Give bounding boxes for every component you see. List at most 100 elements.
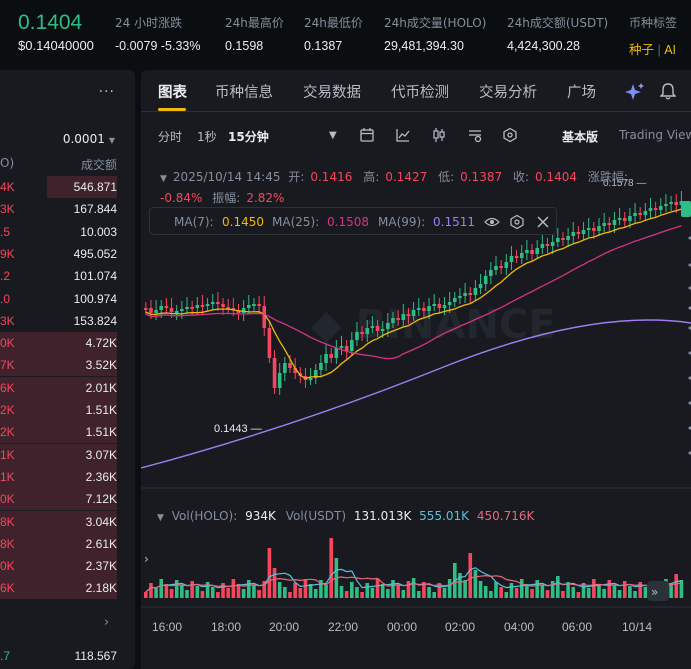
indicator-icon[interactable] [395,127,411,143]
orderbook-row[interactable]: 0K 7.12K [0,488,135,511]
candle-body [375,326,380,331]
precision-select[interactable]: 0.0001 ▼ [63,132,115,146]
orderbook-row[interactable]: 7K 3.52K [0,354,135,377]
tradingview-button[interactable]: Trading View [619,128,691,142]
volume-bar [422,582,426,598]
orderbook-row[interactable]: 3K 153.824 [0,310,135,332]
stat-volume-holo-label: 24h成交量(HOLO) [384,16,487,30]
tab-trade-data[interactable]: 交易数据 [303,85,361,101]
candle-body [272,358,277,388]
vol-ma5-value: 555.01K [419,509,470,523]
orderbook-row[interactable]: 8K 3.04K [0,510,135,533]
x-tick-label: 22:00 [328,620,359,634]
ohlc-caret-icon[interactable]: ▼ [160,174,167,184]
orderbook-row[interactable]: 2K 1.51K [0,421,135,444]
ohlc-low-label: 低: [438,170,455,184]
tab-token-check[interactable]: 代币检测 [391,85,449,101]
candle-body [283,363,287,373]
ma25-line [145,225,682,360]
candle-body [416,308,421,310]
orderbook-row[interactable]: 3K 167.844 [0,198,135,220]
orderbook-row[interactable]: 6K 2.18K [0,577,135,600]
orderbook-row[interactable]: .5 10.003 [0,221,135,243]
vol-usdt-value: 131.013K [353,509,412,523]
price-axis-tick [688,401,691,405]
chevron-right-icon[interactable]: › [104,615,110,630]
orderbook-row[interactable]: 4K 546.871 [0,176,135,198]
settings-sliders-icon[interactable] [467,127,483,143]
candle-body [556,238,560,242]
tab-square[interactable]: 广场 [567,85,596,101]
orderbook-total: 3.07K [85,447,117,462]
orderbook-amount: 8K [0,536,15,551]
hexagon-settings-icon[interactable] [502,127,518,143]
volume-bar [262,581,267,598]
orderbook-row[interactable]: 6K 2.01K [0,376,135,399]
close-icon[interactable] [536,215,550,229]
candle-body [628,216,632,221]
vol-holo-label: Vol(HOLO): [171,509,238,523]
ma-settings-icon[interactable] [510,214,524,230]
more-icon[interactable]: ··· [98,84,115,100]
candle-body [313,370,318,378]
candle-body [504,262,509,268]
volume-bar [257,590,261,598]
orderbook-row[interactable]: 8K 2.61K [0,532,135,555]
candle-type-icon[interactable] [431,127,447,143]
tag-ai[interactable]: AI [664,43,677,57]
calendar-icon[interactable] [359,127,375,143]
candle-body [437,304,442,308]
tab-coin-info[interactable]: 币种信息 [215,85,273,101]
basic-version-button[interactable]: 基本版 [562,130,599,144]
interval-15m[interactable]: 15分钟 [228,130,269,144]
eye-icon[interactable] [484,215,500,229]
orderbook-row[interactable]: 2K 1.51K [0,399,135,421]
orderbook-row[interactable]: .2 101.074 [0,265,135,287]
candle-body [453,298,457,302]
candle-body [324,354,328,363]
orderbook-col-total: 成交额 [80,158,117,172]
depth-bar [47,176,117,198]
volume-bar [483,586,488,598]
orderbook-amount: 1K [0,469,15,484]
candle-body [571,232,576,236]
orderbook-row[interactable]: 1K 3.07K [0,443,135,466]
interval-time[interactable]: 分时 [158,130,183,144]
orderbook-row[interactable]: 0K 2.37K [0,555,135,578]
ohlc-date: 2025/10/14 14:45 [172,170,281,184]
candle-body [411,310,416,316]
orderbook-row[interactable]: 0K 4.72K [0,332,135,355]
last-row-amount: .7 [0,649,11,663]
orderbook-amount: 0K [0,559,15,574]
orderbook-total: 7.12K [85,492,117,507]
interval-1s[interactable]: 1秒 [197,130,217,144]
tab-chart[interactable]: 图表 [158,85,187,101]
active-tab-indicator [158,108,186,111]
stat-high-label: 24h最高价 [225,16,284,30]
volume-bar [458,573,462,598]
stat-change-label: 24 小时涨跌 [115,16,183,30]
x-tick-label: 18:00 [211,620,242,634]
orderbook-row[interactable]: .0 100.974 [0,288,135,310]
orderbook-row[interactable]: 9K 495.052 [0,243,135,265]
volume-bar [350,582,354,598]
interval-dropdown-icon[interactable]: ▼ [329,130,337,141]
bell-icon[interactable] [660,82,676,100]
tab-trade-analysis[interactable]: 交易分析 [479,85,537,101]
depth-bar [0,421,117,444]
chevron-left-icon: › [144,552,149,566]
tag-seed[interactable]: 种子 [629,43,655,57]
ai-sparkle-icon[interactable] [625,82,645,100]
candle-body [406,314,411,316]
ma25-value: 0.1508 [327,215,369,229]
candle-body [190,307,194,309]
depth-bar [0,443,117,466]
orderbook-amount: .5 [0,224,11,239]
orderbook-row[interactable]: 1K 2.36K [0,465,135,488]
stat-volume-usdt: 24h成交额(USDT) 4,424,300.28 [507,14,608,53]
candle-body [643,211,648,215]
vol-caret-icon[interactable]: ▼ [157,513,164,523]
candle-body [617,218,622,220]
ma7-value: 0.1450 [222,215,264,229]
